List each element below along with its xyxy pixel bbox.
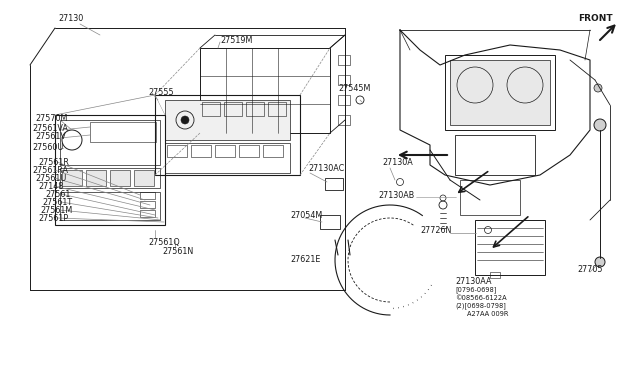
Bar	[140, 192, 155, 199]
Text: [0796-0698]: [0796-0698]	[455, 286, 497, 294]
Bar	[320, 215, 340, 229]
Text: 27130: 27130	[58, 13, 83, 22]
Bar	[200, 48, 330, 133]
Bar	[450, 60, 550, 125]
Bar	[90, 122, 156, 142]
Text: 27130A: 27130A	[382, 157, 413, 167]
Text: 27130AA: 27130AA	[455, 278, 492, 286]
Bar	[460, 180, 520, 215]
Text: 27054M: 27054M	[290, 211, 323, 219]
Bar	[55, 115, 165, 225]
Bar	[263, 145, 283, 157]
Bar	[202, 102, 220, 116]
Circle shape	[594, 119, 606, 131]
Text: 27519M: 27519M	[220, 35, 252, 45]
Bar	[191, 145, 211, 157]
Text: 27561RA: 27561RA	[32, 166, 68, 174]
Text: 27561Q: 27561Q	[148, 237, 180, 247]
Bar	[325, 178, 343, 190]
Text: 27560U: 27560U	[32, 142, 63, 151]
Bar	[490, 272, 500, 278]
Bar	[167, 145, 187, 157]
Text: 27561P: 27561P	[38, 214, 68, 222]
Bar	[60, 168, 160, 188]
Text: A27AA 009R: A27AA 009R	[467, 311, 509, 317]
Text: FRONT: FRONT	[578, 13, 612, 22]
Bar	[62, 170, 82, 186]
Circle shape	[594, 84, 602, 92]
Bar	[455, 135, 535, 175]
Bar	[338, 95, 350, 105]
Bar	[134, 170, 154, 186]
Bar	[60, 120, 160, 165]
Text: 27705: 27705	[577, 266, 602, 275]
Bar	[239, 145, 259, 157]
Bar	[338, 115, 350, 125]
Bar	[140, 210, 155, 217]
Text: 27561U: 27561U	[35, 173, 67, 183]
Text: 27570M: 27570M	[35, 113, 67, 122]
Bar	[215, 145, 235, 157]
Text: 27148: 27148	[38, 182, 63, 190]
Text: (2)[0698-0798]: (2)[0698-0798]	[455, 303, 506, 310]
Text: ©08566-6122A: ©08566-6122A	[455, 295, 507, 301]
Bar	[338, 75, 350, 85]
Text: 27561: 27561	[45, 189, 70, 199]
Text: 27561T: 27561T	[42, 198, 72, 206]
Circle shape	[595, 257, 605, 267]
Bar	[246, 102, 264, 116]
Text: 27561VA: 27561VA	[32, 124, 68, 132]
Text: 27130AC: 27130AC	[308, 164, 344, 173]
Text: 27130AB: 27130AB	[378, 190, 414, 199]
Bar	[475, 220, 545, 275]
Bar	[445, 55, 555, 130]
Circle shape	[181, 116, 189, 124]
Bar	[165, 100, 290, 140]
Text: 27555: 27555	[148, 87, 173, 96]
Bar	[110, 170, 130, 186]
Bar	[338, 55, 350, 65]
Bar	[268, 102, 286, 116]
Text: 27561V: 27561V	[35, 131, 66, 141]
Bar	[155, 95, 300, 175]
Bar	[140, 201, 155, 208]
Bar	[165, 143, 290, 173]
Bar	[86, 170, 106, 186]
Text: 27561R: 27561R	[38, 157, 69, 167]
Text: 27726N: 27726N	[420, 225, 451, 234]
Text: 27561M: 27561M	[40, 205, 72, 215]
Bar	[224, 102, 242, 116]
Text: 27621E: 27621E	[290, 256, 321, 264]
Text: 27545M: 27545M	[338, 83, 371, 93]
Bar	[60, 192, 160, 220]
Text: 27561N: 27561N	[162, 247, 193, 257]
